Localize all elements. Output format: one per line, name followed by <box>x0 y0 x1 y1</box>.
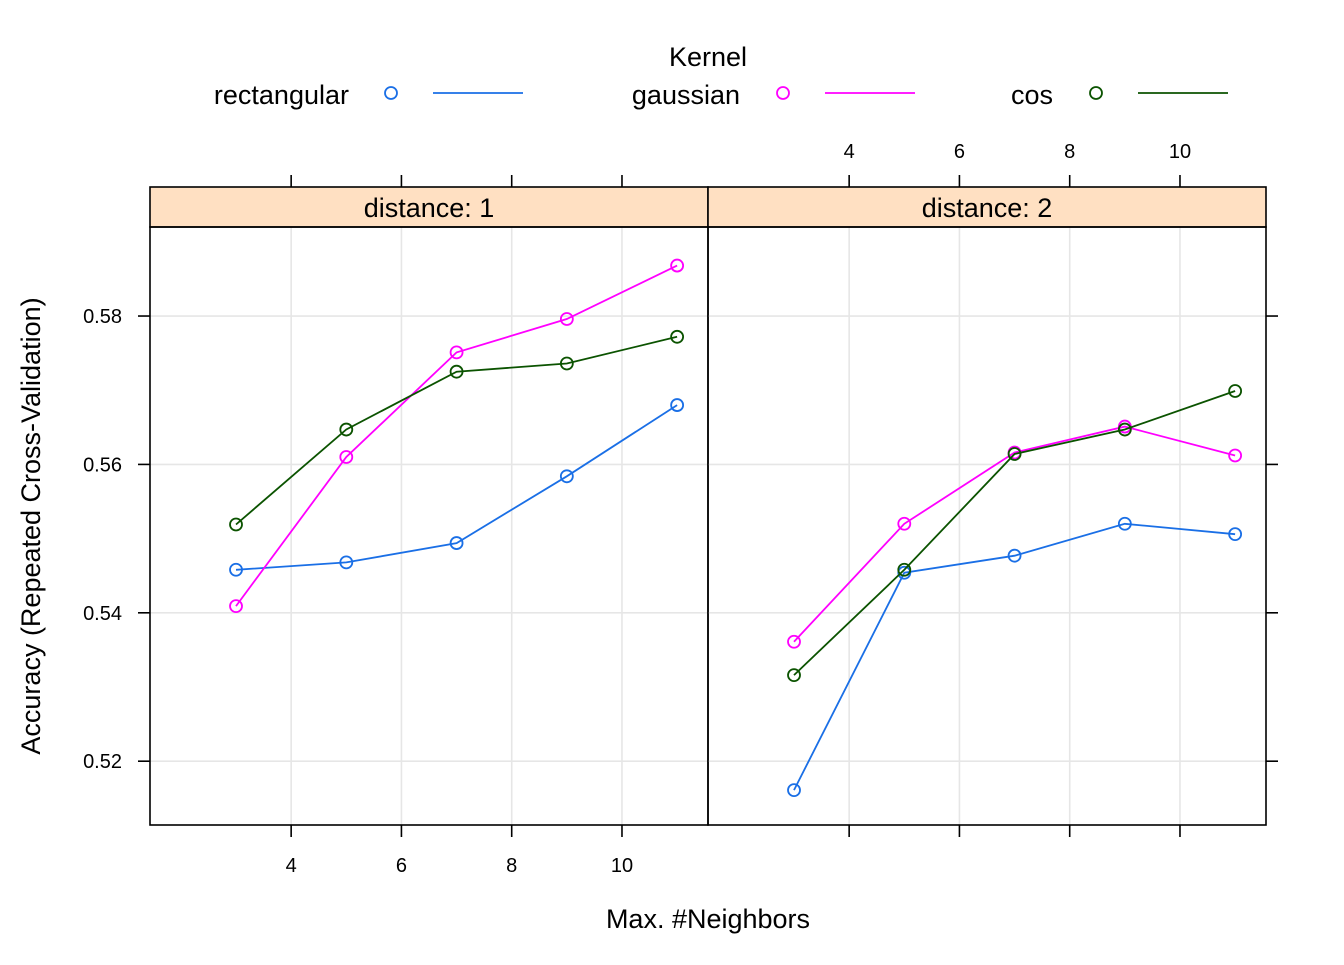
point-cos-11 <box>670 329 685 344</box>
point-rectangular-11 <box>1228 527 1243 542</box>
legend-point-cos <box>1089 86 1103 100</box>
point-cos-7 <box>449 364 464 379</box>
point-gaussian-9 <box>559 312 574 326</box>
panel-2: distance: 2 <box>707 186 1267 826</box>
series-line-cos <box>793 390 1236 676</box>
strip-label-1: distance: 1 <box>364 193 495 223</box>
strip-label-2: distance: 2 <box>922 193 1053 223</box>
legend-label-cos: cos <box>1011 80 1053 110</box>
x-axis-title: Max. #Neighbors <box>606 904 810 934</box>
x-tick-label-bottom-8: 8 <box>506 855 517 877</box>
x-tick-label-bottom-10: 10 <box>611 855 633 877</box>
point-rectangular-9 <box>559 469 574 484</box>
point-gaussian-11 <box>670 258 685 273</box>
x-tick-label-bottom-4: 4 <box>286 855 297 877</box>
x-tick-label-top-8: 8 <box>1064 141 1075 163</box>
point-cos-5 <box>339 422 354 437</box>
point-rectangular-7 <box>1007 548 1022 563</box>
legend-label-rectangular: rectangular <box>214 80 349 110</box>
legend-title: Kernel <box>669 42 747 72</box>
x-tick-label-top-6: 6 <box>954 141 965 163</box>
x-tick-label-bottom-6: 6 <box>396 855 407 877</box>
legend: Kernel rectangular gaussian cos <box>214 42 1228 110</box>
point-gaussian-5 <box>339 450 354 464</box>
point-rectangular-7 <box>449 536 464 550</box>
point-cos-7 <box>1007 447 1022 461</box>
series-line-rectangular <box>793 522 1236 791</box>
y-axis-title: Accuracy (Repeated Cross-Validation) <box>16 297 46 754</box>
panel-1: distance: 1 <box>149 186 709 826</box>
point-rectangular-9 <box>1117 516 1132 531</box>
point-cos-3 <box>787 668 801 683</box>
point-cos-5 <box>897 562 912 577</box>
point-rectangular-3 <box>787 783 801 798</box>
legend-label-gaussian: gaussian <box>632 80 740 110</box>
series-line-rectangular <box>235 404 678 571</box>
panels: distance: 1 distance: 2 <box>149 186 1267 826</box>
point-gaussian-7 <box>449 345 464 360</box>
point-cos-9 <box>1117 422 1132 437</box>
strip-1 <box>149 186 709 228</box>
legend-point-gaussian <box>776 86 790 100</box>
y-tick-label-0.56: 0.56 <box>83 454 122 476</box>
axes: 4 4 6 6 8 8 10 10 0.52 0.54 0.56 0.58 <box>83 141 1278 877</box>
x-tick-label-top-4: 4 <box>844 141 855 163</box>
series-line-gaussian <box>235 264 678 607</box>
y-tick-label-0.54: 0.54 <box>83 603 122 625</box>
legend-point-rectangular <box>384 86 398 100</box>
series-line-gaussian <box>793 425 1236 643</box>
point-rectangular-11 <box>670 398 685 412</box>
point-gaussian-3 <box>229 599 243 614</box>
point-gaussian-11 <box>1228 448 1243 463</box>
point-cos-9 <box>559 356 574 371</box>
panel-border-2 <box>707 226 1267 826</box>
point-cos-11 <box>1228 384 1243 398</box>
x-tick-label-top-10: 10 <box>1169 141 1191 163</box>
series-line-cos <box>235 335 678 526</box>
point-rectangular-5 <box>339 555 354 570</box>
point-gaussian-3 <box>787 634 801 649</box>
point-gaussian-5 <box>897 516 912 531</box>
point-rectangular-3 <box>229 562 243 577</box>
point-cos-3 <box>229 517 243 532</box>
y-tick-label-0.52: 0.52 <box>83 751 122 773</box>
y-tick-label-0.58: 0.58 <box>83 306 122 328</box>
